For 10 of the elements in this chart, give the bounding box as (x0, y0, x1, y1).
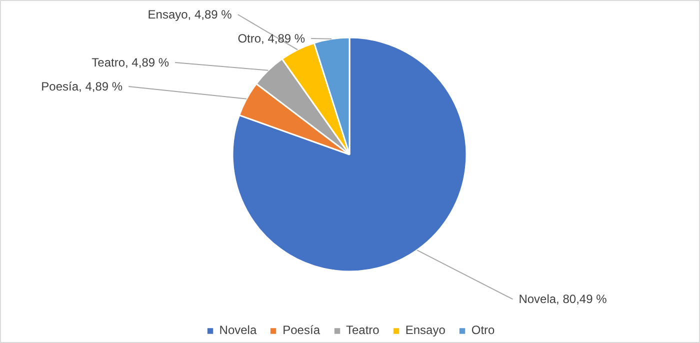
data-label: Poesía, 4,89 % (41, 80, 123, 94)
data-label: Otro, 4,89 % (238, 32, 306, 46)
legend-label: Teatro (346, 323, 380, 337)
data-label: Teatro, 4,89 % (92, 56, 170, 70)
data-label: Ensayo, 4,89 % (148, 8, 232, 22)
legend-label: Otro (471, 323, 495, 337)
data-label: Novela, 80,49 % (518, 292, 608, 306)
legend-label: Poesía (282, 323, 320, 337)
legend-label: Novela (219, 323, 257, 337)
legend-label: Ensayo (405, 323, 446, 337)
